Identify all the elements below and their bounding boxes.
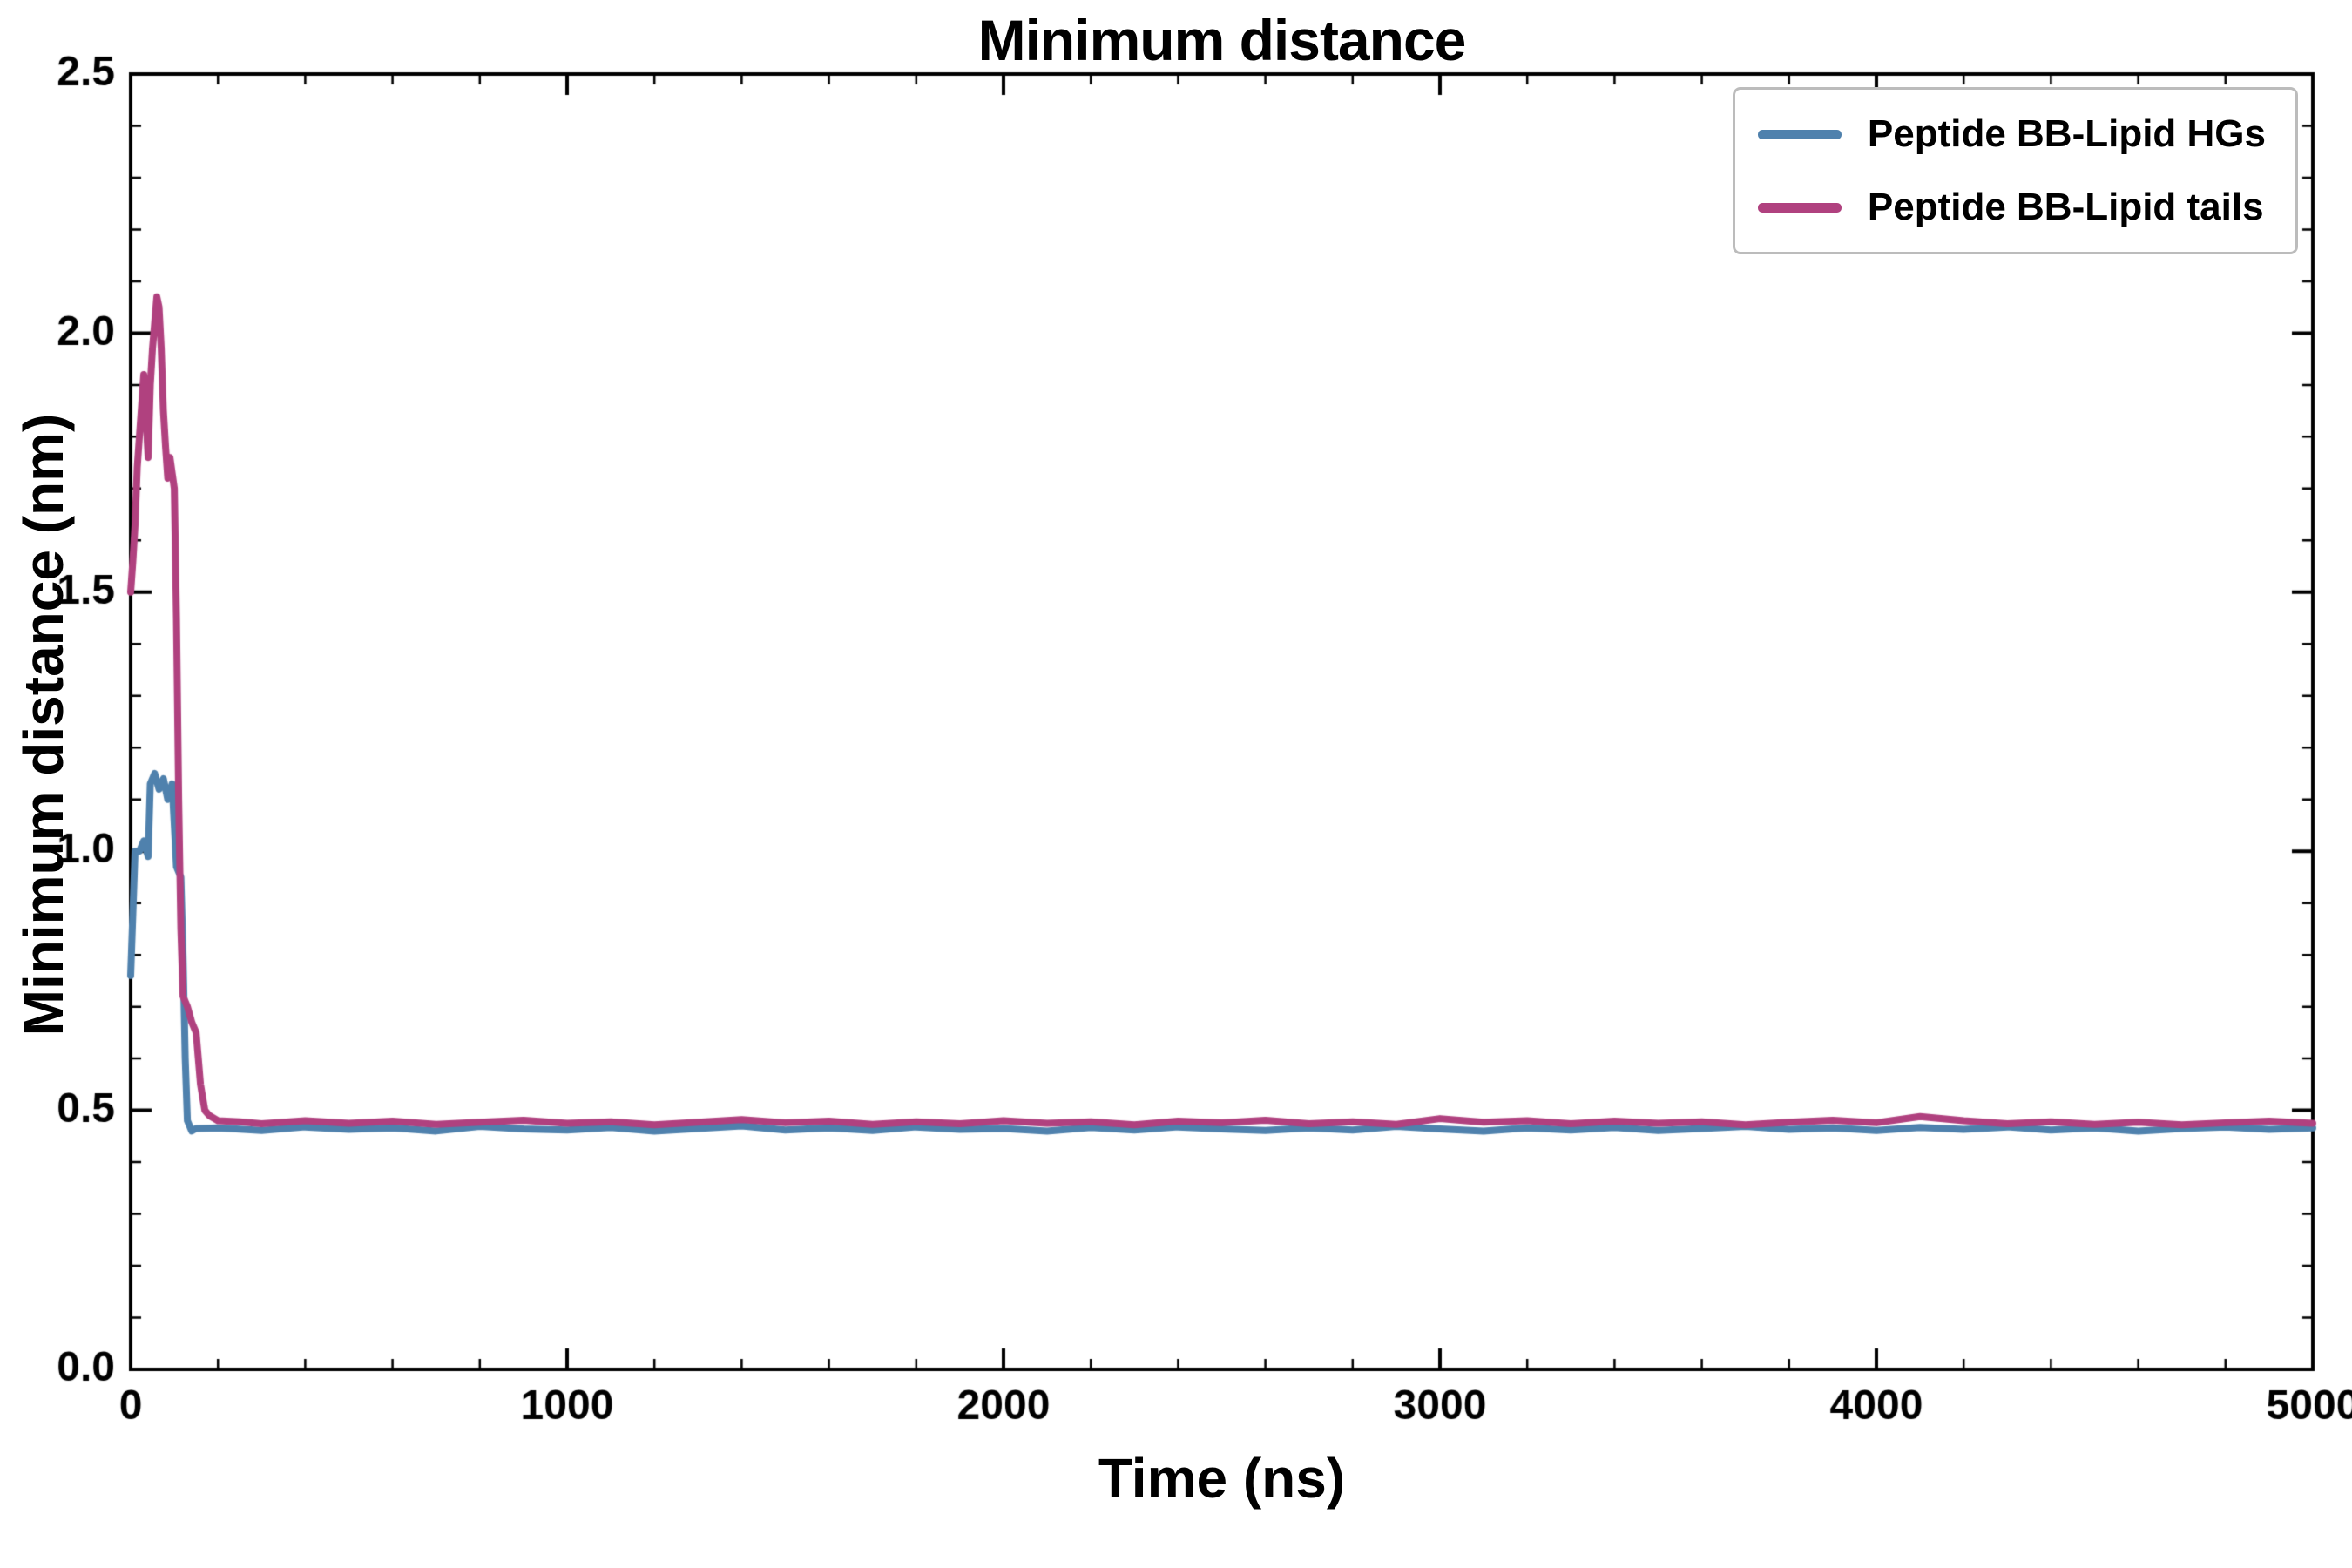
- legend-entry-hgs: Peptide BB-Lipid HGs: [1757, 112, 2266, 156]
- x-axis-label: Time (ns): [1098, 1447, 1346, 1510]
- legend-swatch-tails: [1757, 202, 1842, 213]
- legend-label-hgs: Peptide BB-Lipid HGs: [1867, 112, 2266, 155]
- chart-title: Minimum distance: [977, 8, 1467, 72]
- legend-swatch-hgs: [1757, 129, 1842, 139]
- y-axis-label: Minimum distance (nm): [12, 413, 75, 1037]
- legend: Peptide BB-Lipid HGs Peptide BB-Lipid ta…: [1732, 87, 2298, 254]
- legend-entry-tails: Peptide BB-Lipid tails: [1757, 186, 2266, 229]
- legend-label-tails: Peptide BB-Lipid tails: [1867, 186, 2264, 228]
